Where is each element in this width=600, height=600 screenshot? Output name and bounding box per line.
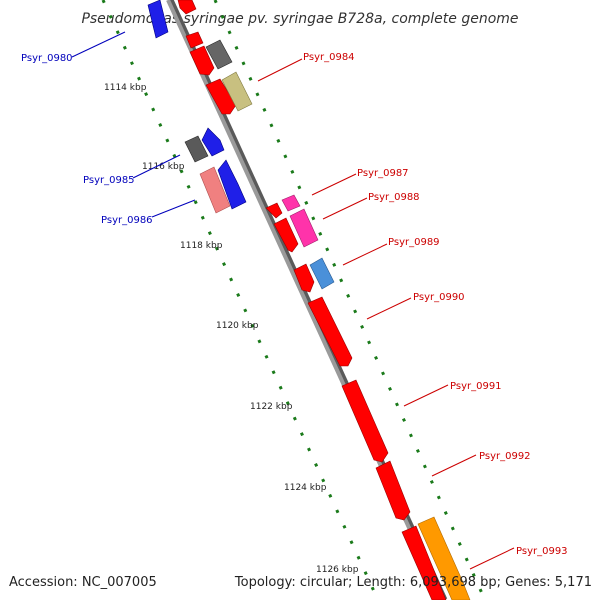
leader-line (257, 58, 303, 82)
gene-label-psyr-0986[interactable]: Psyr_0986 (101, 215, 153, 226)
gene-psyr-0986-a[interactable] (199, 166, 231, 214)
gene-label-psyr-0991[interactable]: Psyr_0991 (450, 381, 502, 392)
reverse-strand-genes (147, 0, 247, 214)
gene-block-a[interactable] (177, 0, 197, 15)
gene-label-psyr-0988[interactable]: Psyr_0988 (368, 192, 420, 203)
leader-line (132, 154, 181, 179)
tick-label: 1122 kbp (250, 402, 293, 412)
gene-label-psyr-0990[interactable]: Psyr_0990 (413, 292, 465, 303)
tick-label: 1118 kbp (180, 241, 223, 251)
gene-label-psyr-0989[interactable]: Psyr_0989 (388, 237, 440, 248)
leader-line (403, 384, 449, 407)
gene-label-psyr-0987[interactable]: Psyr_0987 (357, 168, 409, 179)
gene-block-d[interactable] (205, 39, 233, 70)
gene-block-i[interactable] (401, 525, 447, 600)
gene-psyr-0989[interactable] (309, 257, 335, 290)
gene-label-psyr-0984[interactable]: Psyr_0984 (303, 52, 355, 63)
forward-strand-genes (177, 0, 471, 600)
gene-block-g[interactable] (273, 217, 299, 253)
gene-psyr-0985-a[interactable] (184, 135, 209, 163)
gene-psyr-0980[interactable] (147, 0, 169, 39)
leader-line (151, 199, 196, 218)
tick-label: 1114 kbp (104, 83, 147, 93)
gene-psyr-0987[interactable] (281, 194, 301, 212)
gene-psyr-0984[interactable] (221, 71, 253, 112)
forward-gene-labels: Psyr_0984 Psyr_0987 Psyr_0988 Psyr_0989 … (257, 52, 568, 570)
tick-label: 1124 kbp (284, 483, 327, 493)
leader-line (366, 297, 412, 320)
gene-label-psyr-0980[interactable]: Psyr_0980 (21, 53, 73, 64)
leader-line (342, 243, 388, 266)
accession-text: Accession: NC_007005 (9, 575, 157, 590)
gene-label-psyr-0992[interactable]: Psyr_0992 (479, 451, 531, 462)
gene-block-b[interactable] (185, 31, 204, 49)
tick-label: 1126 kbp (316, 565, 359, 575)
leader-line (322, 197, 368, 220)
genome-summary-text: Topology: circular; Length: 6,093,698 bp… (234, 575, 592, 590)
gene-psyr-0985-b[interactable] (201, 127, 225, 157)
tick-label: 1116 kbp (142, 162, 185, 172)
gene-psyr-0991[interactable] (341, 379, 389, 463)
gene-psyr-0986-b[interactable] (217, 159, 247, 210)
reverse-gene-labels: Psyr_0980 Psyr_0985 Psyr_0986 (21, 31, 196, 226)
tick-labels: 1114 kbp 1116 kbp 1118 kbp 1120 kbp 1122… (104, 83, 359, 575)
gene-block-h[interactable] (293, 263, 315, 293)
leader-line (71, 31, 126, 58)
gene-block-c[interactable] (189, 45, 215, 76)
tick-label: 1120 kbp (216, 321, 259, 331)
gene-label-psyr-0985[interactable]: Psyr_0985 (83, 175, 135, 186)
map-title: Pseudomonas syringae pv. syringae B728a,… (81, 11, 518, 27)
leader-line (431, 454, 477, 477)
gene-psyr-0992[interactable] (375, 460, 411, 521)
gene-psyr-0993[interactable] (417, 516, 471, 600)
gene-block-e[interactable] (205, 78, 237, 115)
gene-psyr-0988[interactable] (289, 208, 319, 248)
gene-psyr-0990[interactable] (307, 296, 353, 367)
leader-line (469, 547, 515, 570)
leader-line (311, 173, 357, 196)
gene-label-psyr-0993[interactable]: Psyr_0993 (516, 546, 568, 557)
gene-block-f[interactable] (265, 202, 283, 219)
